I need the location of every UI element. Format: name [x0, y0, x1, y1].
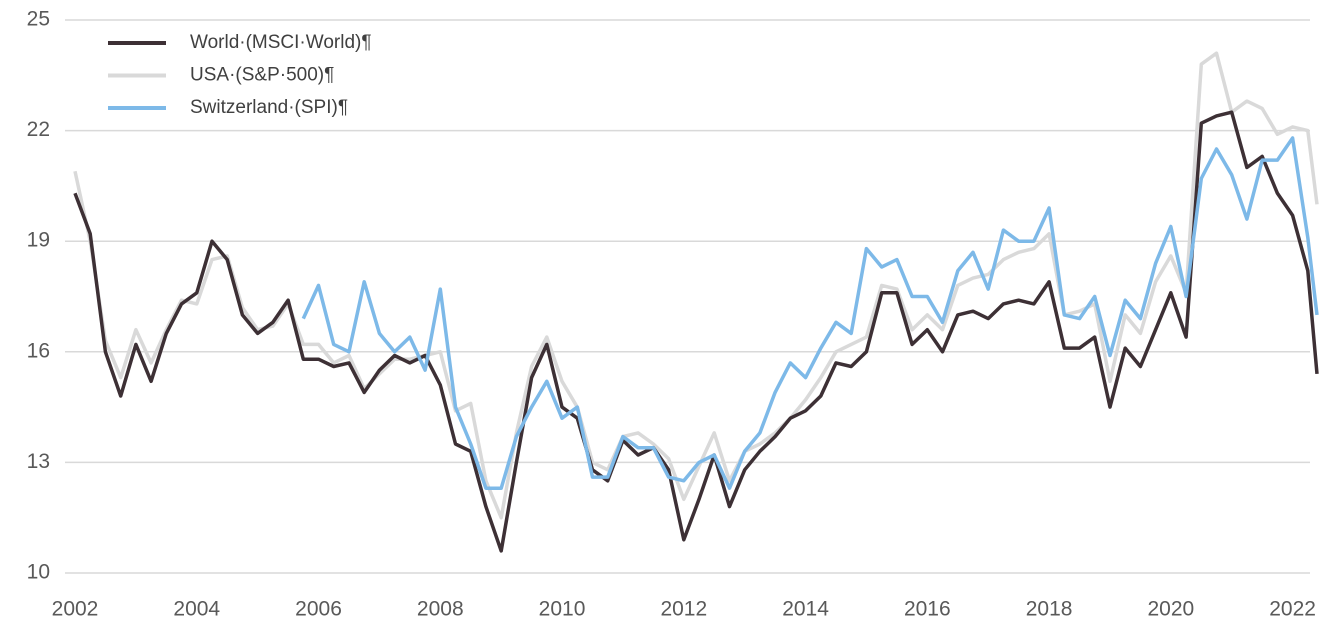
- x-tick-label: 2002: [52, 598, 99, 621]
- x-tick-label: 2006: [295, 598, 342, 621]
- legend-label: Switzerland·(SPI)¶: [190, 97, 348, 118]
- series-line: [73, 51, 1319, 520]
- legend-label: USA·(S&P·500)¶: [190, 65, 334, 86]
- x-tick-label: 2020: [1147, 598, 1194, 621]
- y-tick-label: 10: [27, 561, 50, 584]
- legend-label: World·(MSCI·World)¶: [190, 32, 372, 53]
- series-line: [301, 136, 1319, 490]
- y-tick-label: 22: [27, 118, 50, 141]
- x-tick-label: 2014: [782, 598, 829, 621]
- y-tick-label: 25: [27, 8, 50, 31]
- x-tick-label: 2004: [173, 598, 220, 621]
- x-tick-label: 2012: [660, 598, 707, 621]
- x-tick-label: 2008: [417, 598, 464, 621]
- y-tick-label: 13: [27, 450, 50, 473]
- x-tick-label: 2018: [1026, 598, 1073, 621]
- x-tick-label: 2010: [539, 598, 586, 621]
- series-line: [73, 110, 1319, 553]
- x-tick-label: 2016: [904, 598, 951, 621]
- y-tick-label: 19: [27, 229, 50, 252]
- y-tick-label: 16: [27, 339, 50, 362]
- x-tick-label: 2022: [1269, 598, 1316, 621]
